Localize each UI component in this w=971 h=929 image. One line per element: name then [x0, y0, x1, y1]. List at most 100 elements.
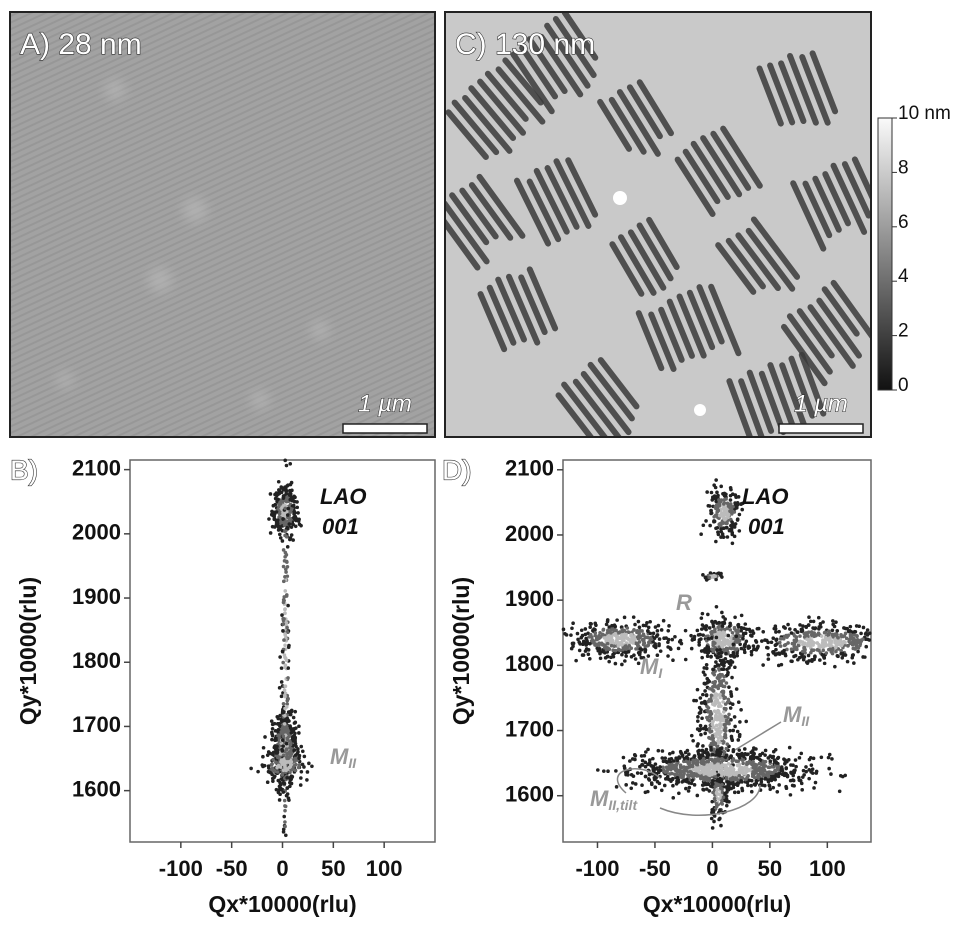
scatter-dot [747, 769, 751, 773]
scatter-dot [280, 773, 284, 777]
scatter-dot [767, 783, 771, 787]
scatter-dot [793, 628, 797, 632]
scatter-dot [683, 769, 687, 773]
y-tick-label: 1800 [505, 651, 554, 676]
annotation-text: LAO [742, 484, 788, 509]
scatter-dot [828, 639, 832, 643]
scatter-dot [729, 756, 733, 760]
scatter-dot [663, 756, 667, 760]
scatter-dot [741, 637, 745, 641]
scatter-dot [792, 779, 796, 783]
scatter-dot [276, 492, 280, 496]
scatter-dot [722, 502, 726, 506]
scatter-dot [859, 642, 863, 646]
scatter-dot [710, 800, 714, 804]
scatter-dot [696, 688, 700, 692]
scatter-dot [720, 767, 724, 771]
scatter-dot [836, 636, 840, 640]
scatter-dot [288, 510, 292, 514]
scatter-dot [746, 774, 750, 778]
scale-bar [779, 424, 863, 433]
scatter-dot [608, 639, 612, 643]
scatter-dot [743, 772, 747, 776]
scatter-dot [766, 653, 770, 657]
scatter-dot [699, 727, 703, 731]
scatter-dot [288, 765, 292, 769]
scatter-dot [563, 632, 567, 636]
scatter-dot [741, 789, 745, 793]
scatter-dot [721, 690, 725, 694]
scatter-dot [704, 576, 708, 580]
scatter-dot [688, 763, 692, 767]
y-tick-label: 1700 [505, 716, 554, 741]
scatter-dot [697, 770, 701, 774]
scatter-dot [271, 723, 275, 727]
scatter-dot [745, 753, 749, 757]
scatter-dot [718, 514, 722, 518]
scatter-dot [667, 766, 671, 770]
scatter-dot [644, 765, 648, 769]
scatter-dot [663, 784, 667, 788]
scatter-dot [729, 524, 733, 528]
scatter-dot [752, 746, 756, 750]
scatter-dot [731, 729, 735, 733]
scatter-dot [764, 749, 768, 753]
scatter-dot [730, 647, 734, 651]
scatter-dot [854, 642, 858, 646]
scatter-dot [853, 630, 857, 634]
scatter-dot [783, 773, 787, 777]
scatter-dot [711, 681, 715, 685]
scatter-dot [830, 757, 834, 761]
scatter-dot [287, 798, 291, 802]
scatter-dot [701, 693, 705, 697]
scatter-dot [831, 623, 835, 627]
scatter-dot [284, 570, 288, 574]
scatter-dot [285, 560, 289, 564]
scatter-dot [720, 667, 724, 671]
scatter-dot [814, 781, 818, 785]
scatter-dot [783, 652, 787, 656]
scatter-dot [296, 511, 300, 515]
scatter-dot [727, 503, 731, 507]
scatter-dot [271, 767, 275, 771]
scatter-dot [271, 727, 275, 731]
scatter-dot [276, 751, 280, 755]
scatter-dot [278, 686, 282, 690]
scatter-dot [606, 642, 610, 646]
scatter-dot [742, 755, 746, 759]
scatter-dot [703, 700, 707, 704]
scatter-dot [299, 745, 303, 749]
y-tick-label: 2100 [72, 455, 121, 480]
scatter-dot [851, 653, 855, 657]
scatter-dot [855, 624, 859, 628]
scatter-dot [799, 752, 803, 756]
scatter-dot [807, 641, 811, 645]
scatter-dot [570, 626, 574, 630]
scatter-dot [849, 625, 853, 629]
scatter-dot [840, 642, 844, 646]
scatter-dot [719, 572, 723, 576]
scatter-dot [785, 786, 789, 790]
rsm-plot: 160017001800190020002100-100-50050100Qx*… [442, 454, 872, 917]
scatter-dot [798, 641, 802, 645]
scatter-dot [293, 710, 297, 714]
scatter-dot [647, 777, 651, 781]
scatter-dot [717, 533, 721, 537]
scatter-dot [728, 509, 732, 513]
scatter-dot [738, 513, 742, 517]
scatter-dot [721, 624, 725, 628]
scatter-dot [831, 652, 835, 656]
scatter-dot [751, 770, 755, 774]
scatter-dot [276, 770, 280, 774]
scatter-dot [712, 809, 716, 813]
scatter-dot [762, 761, 766, 765]
scatter-dot [786, 623, 790, 627]
scatter-dot [712, 696, 716, 700]
scatter-dot [267, 750, 271, 754]
scatter-dot [691, 759, 695, 763]
scatter-dot [789, 659, 793, 663]
scatter-dot [671, 784, 675, 788]
scatter-dot [629, 786, 633, 790]
scatter-dot [804, 770, 808, 774]
scatter-dot [615, 785, 619, 789]
